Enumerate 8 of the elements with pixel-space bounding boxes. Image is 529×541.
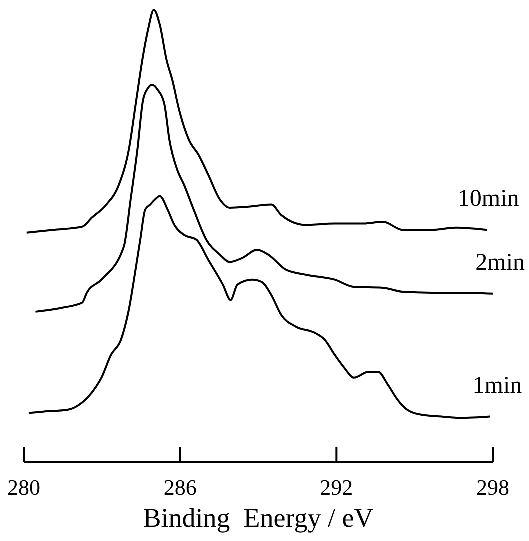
x-tick-label: 298	[476, 475, 510, 500]
x-tick-label: 286	[164, 475, 197, 500]
series-label: 1min	[472, 372, 522, 399]
x-axis-title: Binding Energy / eV	[143, 503, 374, 533]
x-tick-label: 280	[8, 475, 40, 500]
series-label: 2min	[476, 250, 525, 276]
x-tick-label: 292	[320, 475, 354, 500]
series-label: 10min	[458, 186, 520, 212]
